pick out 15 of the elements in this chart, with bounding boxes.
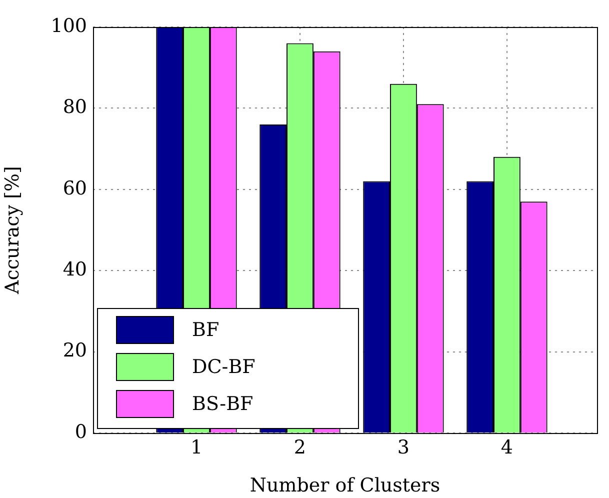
legend-label: DC-BF	[192, 356, 256, 378]
y-tick-label: 0	[74, 420, 87, 443]
legend-label: BS-BF	[192, 393, 254, 415]
x-tick-label: 4	[500, 436, 514, 458]
legend-label: BF	[192, 319, 220, 341]
y-tick-label: 100	[50, 14, 87, 37]
y-axis-title: Accuracy [%]	[1, 166, 24, 295]
y-tick-label: 80	[62, 96, 87, 118]
y-tick-label: 60	[62, 177, 87, 200]
x-tick-label: 3	[397, 436, 410, 458]
x-tick-label: 1	[190, 436, 203, 458]
x-tick-label: 2	[294, 436, 306, 458]
y-tick-label: 40	[62, 258, 87, 281]
y-tick-label: 20	[62, 340, 87, 362]
x-axis-title: Number of Clusters	[250, 474, 440, 497]
